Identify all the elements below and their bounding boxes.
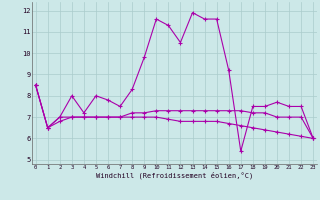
X-axis label: Windchill (Refroidissement éolien,°C): Windchill (Refroidissement éolien,°C) xyxy=(96,172,253,179)
